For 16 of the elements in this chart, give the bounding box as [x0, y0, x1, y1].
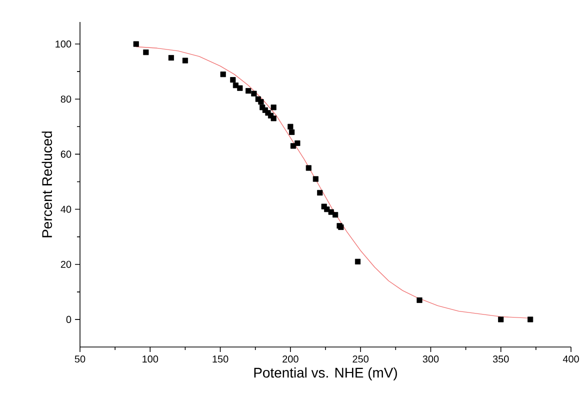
x-tick-label: 250: [352, 356, 368, 363]
x-tick-label: 200: [282, 356, 298, 363]
x-tick-label: 100: [142, 356, 158, 363]
y-axis-title: Percent Reduced: [42, 132, 52, 238]
y-tick-label: 0: [66, 316, 72, 323]
x-tick-label: 150: [212, 356, 228, 363]
x-tick-label: 350: [492, 356, 509, 363]
x-tick-label: 50: [74, 356, 86, 363]
y-tick-label: 80: [60, 96, 72, 103]
x-tick-label: 400: [562, 356, 579, 363]
x-tick-label: 300: [422, 356, 439, 363]
y-tick-label: 60: [60, 150, 72, 158]
y-tick-label: 20: [60, 260, 72, 268]
y-tick-label: 100: [56, 40, 72, 48]
y-tick-label: 40: [60, 206, 72, 213]
x-axis-title: Potential vs. NHE (mV): [254, 367, 397, 380]
